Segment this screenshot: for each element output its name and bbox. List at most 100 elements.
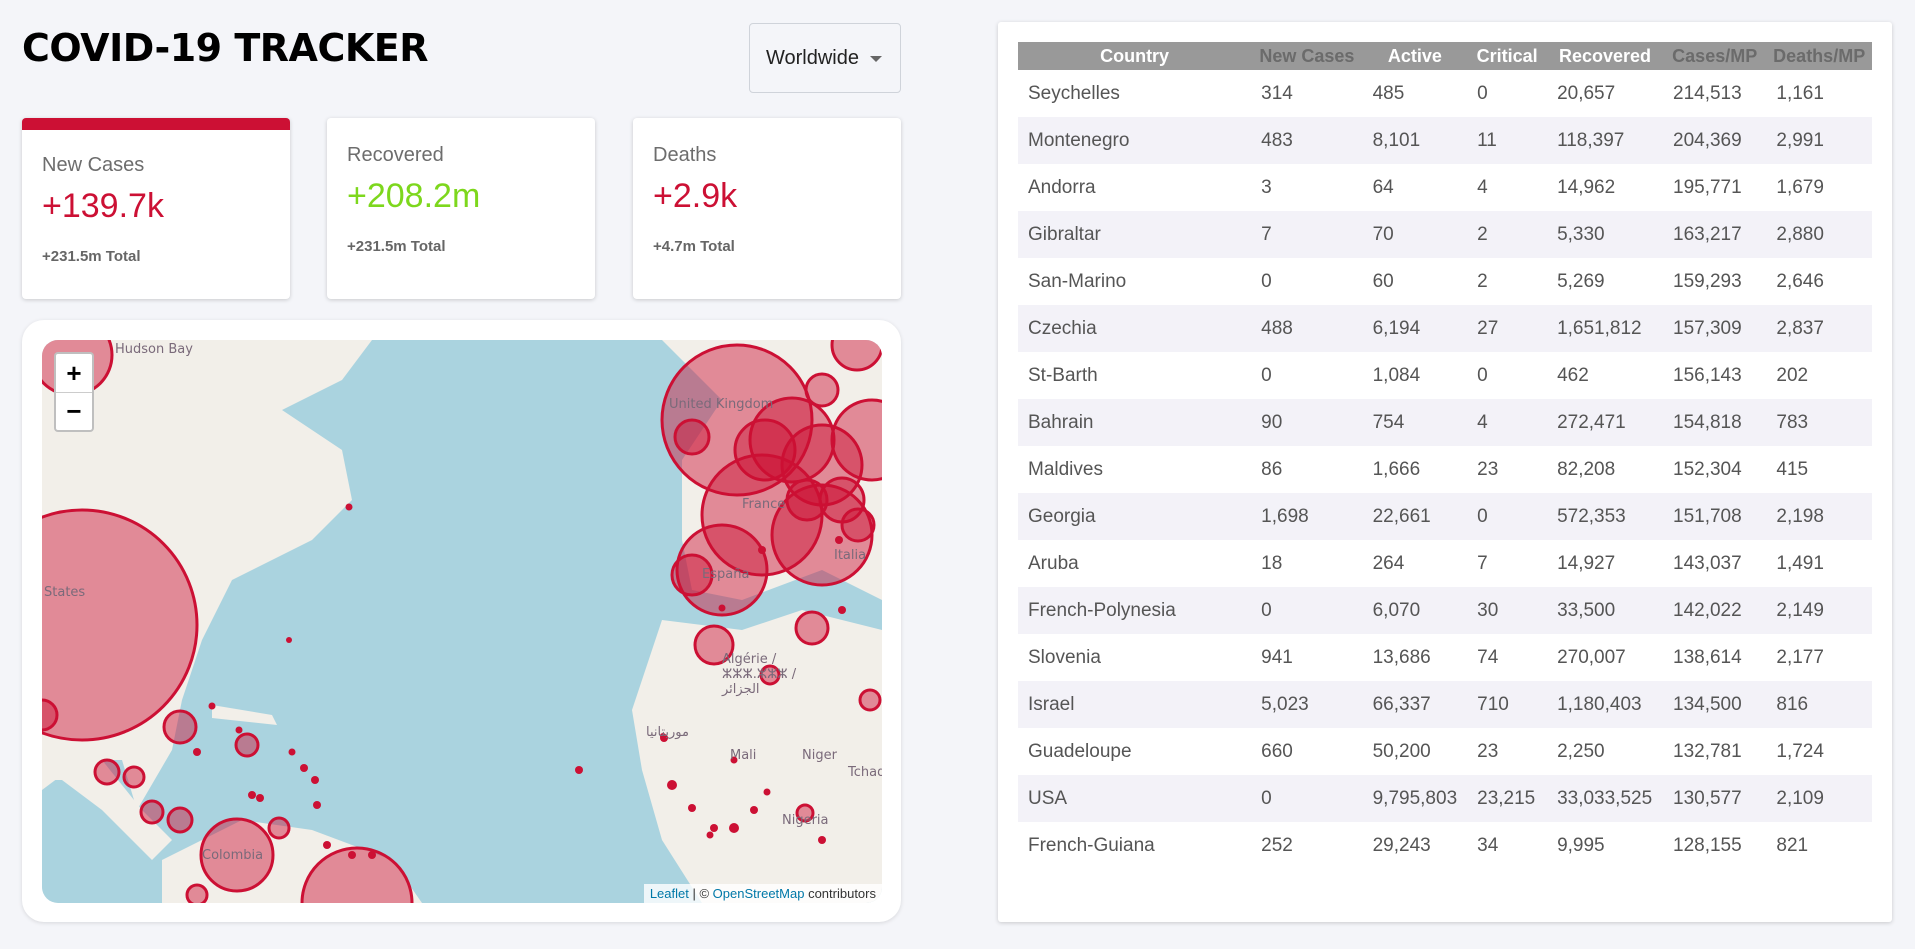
column-header[interactable]: Deaths/MP xyxy=(1766,42,1872,70)
zoom-in-button[interactable]: + xyxy=(66,357,82,388)
table-cell: Aruba xyxy=(1028,552,1079,574)
table-cell: 22,661 xyxy=(1362,493,1468,540)
table-cell: 1,698 xyxy=(1251,493,1363,540)
table-cell: Slovenia xyxy=(1028,646,1101,668)
table-cell: 1,161 xyxy=(1776,82,1824,104)
stat-label: New Cases xyxy=(42,154,145,176)
table-cell: 483 xyxy=(1251,117,1363,164)
table-row: Seychelles 314 485 0 20,657 214,513 1,161 xyxy=(1018,70,1872,117)
table-cell: 5,269 xyxy=(1557,270,1605,292)
map-canvas[interactable] xyxy=(42,340,882,903)
stat-card-recovered[interactable]: Recovered +208.2m +231.5m Total xyxy=(327,118,595,299)
table-cell: Georgia xyxy=(1018,493,1252,540)
map-label-nigeria: Nigeria xyxy=(782,813,829,828)
table-cell: 143,037 xyxy=(1673,552,1742,574)
case-dot xyxy=(838,606,846,614)
table-cell: 941 xyxy=(1261,646,1293,668)
table-cell: 130,577 xyxy=(1663,775,1767,822)
table-cell: 2,177 xyxy=(1776,646,1824,668)
stat-total: +231.5m Total xyxy=(347,238,446,255)
country-select-value: Worldwide xyxy=(766,46,859,69)
table-row: French-Polynesia 0 6,070 30 33,500 142,022 2,1… xyxy=(1018,587,1872,634)
table-cell: 5,023 xyxy=(1251,681,1363,728)
table-cell: 27 xyxy=(1467,305,1548,352)
table-row: Guadeloupe 660 50,200 23 2,250 132,781 1,724 xyxy=(1018,728,1872,775)
case-circle xyxy=(693,624,735,666)
case-dot xyxy=(311,776,319,784)
table-cell: 1,666 xyxy=(1372,458,1421,480)
stat-card-deaths[interactable]: Deaths +2.9k +4.7m Total xyxy=(633,118,901,299)
column-header[interactable]: Critical xyxy=(1467,42,1548,70)
osm-link[interactable]: OpenStreetMap xyxy=(712,886,805,901)
column-header[interactable]: Active xyxy=(1362,42,1468,70)
table-cell: San-Marino xyxy=(1028,270,1127,292)
column-header[interactable]: Country xyxy=(1018,42,1252,70)
table-cell: 159,293 xyxy=(1673,270,1742,292)
table-row: San-Marino 0 60 2 5,269 159,293 2,646 xyxy=(1018,258,1872,305)
table-cell: Czechia xyxy=(1018,305,1252,352)
table-cell: St-Barth xyxy=(1028,364,1098,386)
table-cell: 488 xyxy=(1251,305,1363,352)
case-dot xyxy=(208,702,216,710)
table-cell: 50,200 xyxy=(1372,740,1431,762)
table-header-row: Country New Cases Active Critical Recove… xyxy=(1018,42,1872,70)
case-circle xyxy=(166,806,194,834)
chevron-down-icon xyxy=(870,56,882,62)
map-label-mauritania: موريتانيا xyxy=(646,725,689,740)
world-map[interactable]: Hudson Bay United Kingdom France España … xyxy=(42,340,882,903)
table-cell: 151,708 xyxy=(1663,493,1767,540)
table-cell: 195,771 xyxy=(1673,176,1742,198)
table-cell: 572,353 xyxy=(1547,493,1664,540)
stat-value: +2.9k xyxy=(653,177,738,215)
case-dot xyxy=(688,804,696,812)
table-cell: 14,962 xyxy=(1557,176,1616,198)
table-cell: Montenegro xyxy=(1018,117,1252,164)
case-circle xyxy=(267,816,291,840)
zoom-out-button[interactable]: − xyxy=(56,392,92,430)
table-row: Slovenia 941 13,686 74 270,007 138,614 2,177 xyxy=(1018,634,1872,681)
table-row: Montenegro 483 8,101 11 118,397 204,369 2,991 xyxy=(1018,117,1872,164)
table-row: St-Barth 0 1,084 0 462 156,143 202 xyxy=(1018,352,1872,399)
case-dot xyxy=(193,748,201,756)
case-dot xyxy=(235,726,243,734)
table-cell: Bahrain xyxy=(1018,399,1252,446)
table-cell: 154,818 xyxy=(1663,399,1767,446)
table-cell: 264 xyxy=(1372,552,1405,574)
table-cell: 3 xyxy=(1261,176,1272,198)
country-select[interactable]: Worldwide xyxy=(749,23,901,93)
table-cell: 138,614 xyxy=(1673,646,1742,668)
map-label-algerie: Algérie / ⵣⵣⵣ.ⵣⵣⵣ / الجزائر xyxy=(722,652,797,697)
table-cell: French-Guiana xyxy=(1028,834,1155,856)
table-row: Gibraltar 7 70 2 5,330 163,217 2,880 xyxy=(1018,211,1872,258)
column-header[interactable]: Cases/MP xyxy=(1663,42,1767,70)
table-cell: 1,724 xyxy=(1776,740,1824,762)
table-row: Aruba 18 264 7 14,927 143,037 1,491 xyxy=(1018,540,1872,587)
table-row: Israel 5,023 66,337 710 1,180,403 134,500 816 xyxy=(1018,681,1872,728)
table-cell: 204,369 xyxy=(1663,117,1767,164)
table-cell: 5,330 xyxy=(1547,211,1664,258)
table-cell: 314 xyxy=(1261,82,1293,104)
case-circle xyxy=(795,803,815,823)
table-cell: 2,149 xyxy=(1766,587,1872,634)
table-cell: 2,880 xyxy=(1766,211,1872,258)
table-cell: 1,651,812 xyxy=(1547,305,1664,352)
case-dot xyxy=(729,823,739,833)
table-cell: 9,795,803 xyxy=(1362,775,1468,822)
table-cell: 66,337 xyxy=(1362,681,1468,728)
map-label-tchad: Tchad xyxy=(848,765,882,780)
case-dot xyxy=(575,766,583,774)
map-attribution: Leaflet | © OpenStreetMap contributors xyxy=(643,884,882,903)
case-dot xyxy=(288,748,296,756)
leaflet-link[interactable]: Leaflet xyxy=(649,886,689,901)
case-circle xyxy=(139,799,165,825)
table-cell: 156,143 xyxy=(1673,364,1742,386)
zoom-control: + − xyxy=(54,352,94,432)
country-table-scroll[interactable]: Country New Cases Active Critical Recove… xyxy=(1018,42,1872,878)
table-cell: Andorra xyxy=(1028,176,1096,198)
map-label-colombia: Colombia xyxy=(202,848,264,863)
column-header[interactable]: Recovered xyxy=(1547,42,1664,70)
stat-card-new-cases[interactable]: New Cases +139.7k +231.5m Total xyxy=(22,118,290,299)
column-header[interactable]: New Cases xyxy=(1251,42,1363,70)
table-cell: 2,250 xyxy=(1557,740,1605,762)
table-cell: 163,217 xyxy=(1663,211,1767,258)
